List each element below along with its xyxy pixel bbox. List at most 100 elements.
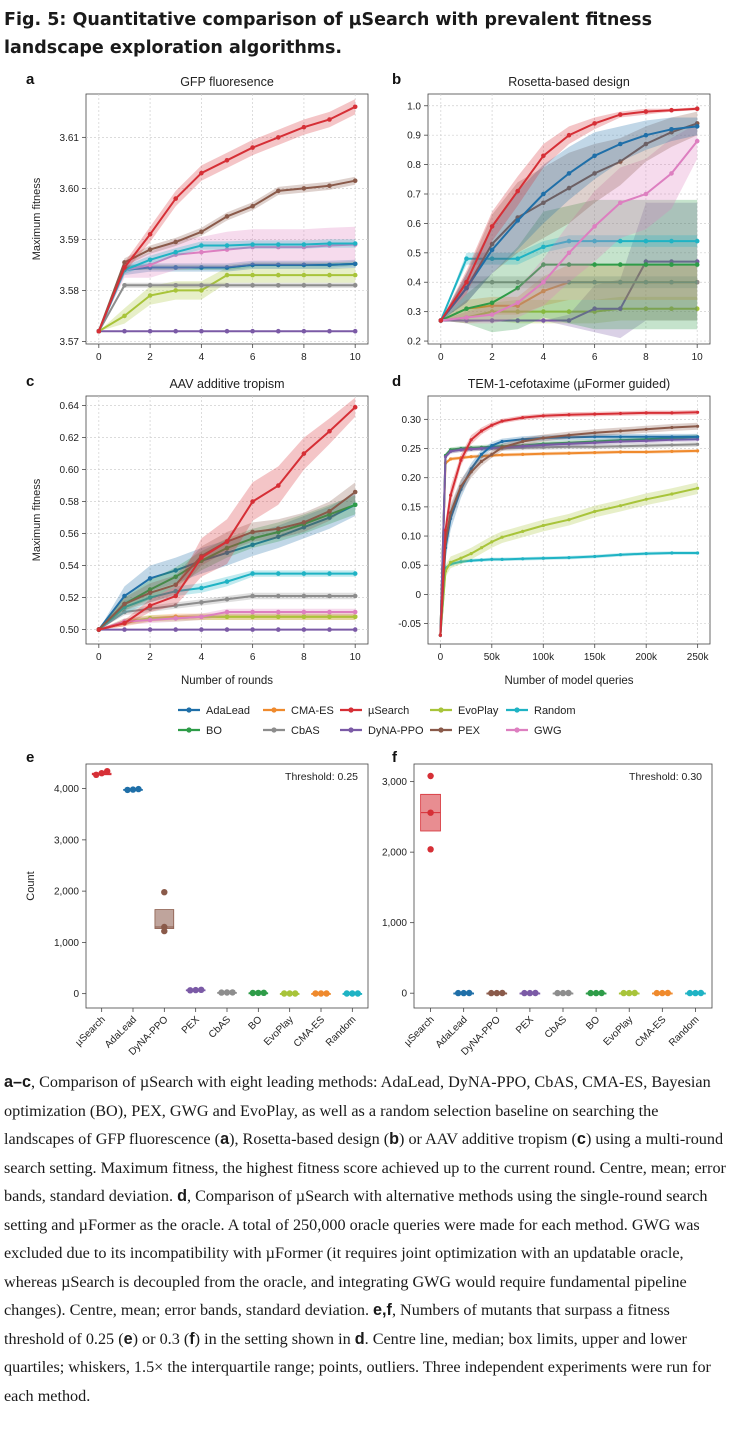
xtick-label-c: 2 xyxy=(147,652,153,663)
data-point xyxy=(618,411,623,416)
data-point xyxy=(276,593,281,599)
data-point xyxy=(250,262,255,268)
data-point xyxy=(618,306,623,311)
box-point xyxy=(460,989,467,997)
data-point xyxy=(301,524,307,530)
data-point xyxy=(669,238,674,244)
data-point xyxy=(301,283,307,288)
data-point xyxy=(250,145,255,150)
data-point xyxy=(459,556,463,560)
box-point xyxy=(286,990,293,997)
data-point xyxy=(301,593,307,599)
ytick-label-b: 1.0 xyxy=(407,101,421,112)
caption-ref-ef: e,f xyxy=(373,1301,392,1319)
legend-label: GWG xyxy=(534,725,562,737)
data-point xyxy=(500,439,504,444)
legend-swatch-marker xyxy=(271,727,277,733)
legend-label: BO xyxy=(206,725,222,737)
data-point xyxy=(327,593,332,599)
box-cbas-e xyxy=(217,989,237,996)
data-point xyxy=(696,437,700,441)
data-point xyxy=(147,587,153,592)
data-point xyxy=(96,627,102,632)
box-point xyxy=(521,989,528,997)
data-point xyxy=(618,429,623,433)
box-dyna-ppo-e xyxy=(154,889,175,935)
data-point xyxy=(173,288,178,293)
data-point xyxy=(541,279,546,285)
data-point xyxy=(199,249,204,255)
ytick-label-d: 0.05 xyxy=(402,561,422,572)
caption-ref-abc: a–c xyxy=(4,1073,32,1091)
box-point xyxy=(317,990,325,997)
data-point xyxy=(670,425,674,430)
data-point xyxy=(643,132,649,138)
ytick-label-e: 2,000 xyxy=(54,887,79,898)
data-point xyxy=(469,455,473,459)
error-band xyxy=(440,551,698,636)
xtick-label-e: CbAS xyxy=(207,1014,233,1040)
data-point xyxy=(443,528,448,532)
data-point xyxy=(147,617,153,623)
data-point xyxy=(566,318,572,323)
legend-label: EvoPlay xyxy=(458,705,499,717)
box-point xyxy=(292,990,299,997)
data-point xyxy=(459,560,463,564)
box-point xyxy=(587,989,594,997)
data-point xyxy=(696,410,700,414)
xtick-label-c: 0 xyxy=(96,652,102,663)
xtick-label-b: 4 xyxy=(541,352,547,363)
box-point xyxy=(161,889,168,896)
ytick-label-c: 0.52 xyxy=(60,593,80,604)
box-point xyxy=(218,989,225,996)
data-point xyxy=(276,571,281,576)
xtick-label-f: EvoPlay xyxy=(602,1014,636,1048)
data-point xyxy=(643,238,649,244)
data-point xyxy=(276,627,281,632)
box-point xyxy=(161,923,168,931)
data-point xyxy=(541,288,546,294)
data-point xyxy=(618,141,623,147)
ytick-label-d: 0.25 xyxy=(402,444,422,455)
error-band xyxy=(440,123,698,324)
panel-label-b: b xyxy=(392,71,401,88)
data-point xyxy=(250,242,255,247)
data-point xyxy=(644,450,648,454)
box-cma-es-f xyxy=(652,989,673,997)
caption-text-9: . Centre line, median; box limits, upper… xyxy=(4,1329,711,1405)
data-point xyxy=(515,256,520,261)
data-point xyxy=(592,262,597,267)
error-band xyxy=(98,608,356,630)
caption-text-3: ) or AAV additive tropism ( xyxy=(399,1130,577,1148)
legend-item-adalead: AdaLead xyxy=(178,705,250,717)
ytick-label-e: 3,000 xyxy=(54,835,79,846)
xtick-label-f: BO xyxy=(584,1014,602,1032)
xtick-label-e: Random xyxy=(324,1014,359,1049)
data-point xyxy=(618,450,623,454)
data-point xyxy=(670,438,674,442)
xtick-label-a: 4 xyxy=(199,352,205,363)
data-point xyxy=(618,553,623,557)
data-point xyxy=(489,256,495,261)
box-point xyxy=(281,990,288,997)
plot-frame-f xyxy=(413,763,713,1009)
data-point xyxy=(173,627,178,632)
series-pex-b xyxy=(438,111,700,323)
data-point xyxy=(489,279,495,285)
xtick-label-e: EvoPlay xyxy=(262,1014,296,1048)
data-point xyxy=(147,576,153,581)
xtick-label-f: µSearch xyxy=(402,1014,436,1048)
error-band xyxy=(98,282,356,332)
data-point xyxy=(199,585,204,591)
data-point xyxy=(515,279,520,285)
box-point xyxy=(98,770,105,777)
data-point xyxy=(199,170,204,176)
data-point xyxy=(449,560,453,564)
data-point xyxy=(479,558,484,562)
data-point xyxy=(567,413,571,417)
box-musearch-f xyxy=(420,772,441,853)
data-point xyxy=(173,265,178,270)
legend-item-dyna-ppo: DyNA-PPO xyxy=(340,725,424,737)
data-point xyxy=(593,451,597,455)
data-point xyxy=(250,283,255,288)
